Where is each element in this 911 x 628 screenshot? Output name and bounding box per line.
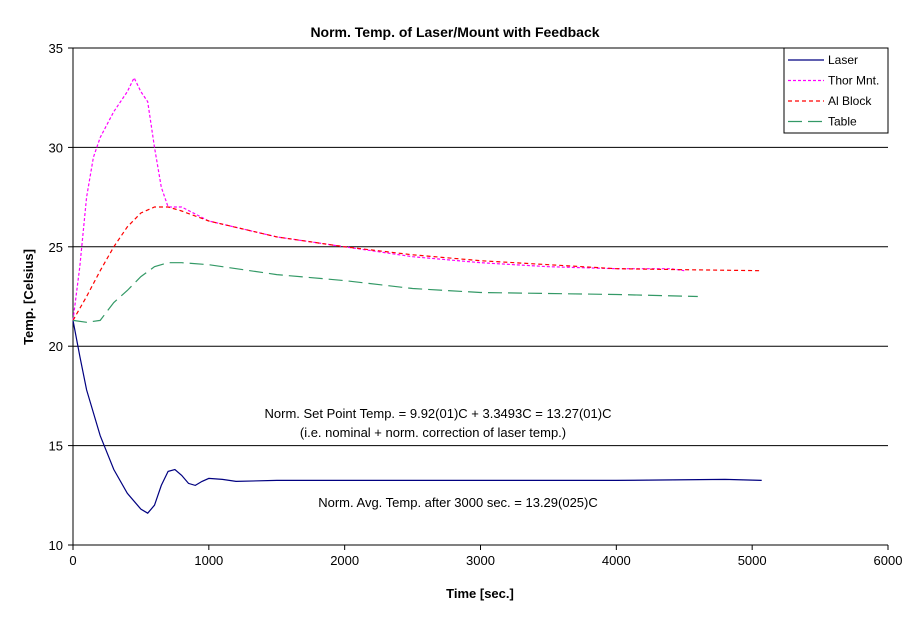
y-tick-label: 20 xyxy=(49,339,63,354)
legend: Laser Thor Mnt. Al Block Table xyxy=(783,47,889,134)
x-axis-label: Time [sec.] xyxy=(446,586,514,601)
x-tick-label: 2000 xyxy=(330,553,359,568)
x-tick-label: 6000 xyxy=(874,553,903,568)
chart-title: Norm. Temp. of Laser/Mount with Feedback xyxy=(310,24,599,40)
legend-label: Table xyxy=(828,115,857,129)
series-laser xyxy=(72,320,762,514)
y-tick-label: 10 xyxy=(49,538,63,553)
y-tick-label: 30 xyxy=(49,140,63,155)
legend-label: Al Block xyxy=(828,94,872,108)
x-tick-label: 0 xyxy=(69,553,76,568)
annotation-avg-temp: Norm. Avg. Temp. after 3000 sec. = 13.29… xyxy=(318,495,598,510)
y-tick-label: 25 xyxy=(49,240,63,255)
x-tick-label: 4000 xyxy=(602,553,631,568)
x-tick-label: 5000 xyxy=(738,553,767,568)
axis-ticks: 10 15 20 25 30 35 0 1000 2000 3000 4000 5000 6000 xyxy=(49,41,903,568)
legend-label: Thor Mnt. xyxy=(828,74,879,88)
series-al-block xyxy=(72,206,762,321)
series-lines xyxy=(72,76,762,514)
y-tick-label: 35 xyxy=(49,41,63,56)
y-tick-label: 15 xyxy=(49,439,63,454)
series-table xyxy=(72,262,698,323)
x-tick-label: 3000 xyxy=(466,553,495,568)
series-thor-mnt xyxy=(72,76,685,321)
annotation-set-point-note: (i.e. nominal + norm. correction of lase… xyxy=(300,425,566,440)
grid-lines xyxy=(73,47,888,447)
legend-label: Laser xyxy=(828,53,858,67)
y-axis-label: Temp. [Celsius] xyxy=(21,249,36,345)
plot-area xyxy=(73,48,888,545)
annotation-set-point: Norm. Set Point Temp. = 9.92(01)C + 3.34… xyxy=(265,406,612,421)
legend-box xyxy=(783,47,889,134)
x-tick-label: 1000 xyxy=(194,553,223,568)
